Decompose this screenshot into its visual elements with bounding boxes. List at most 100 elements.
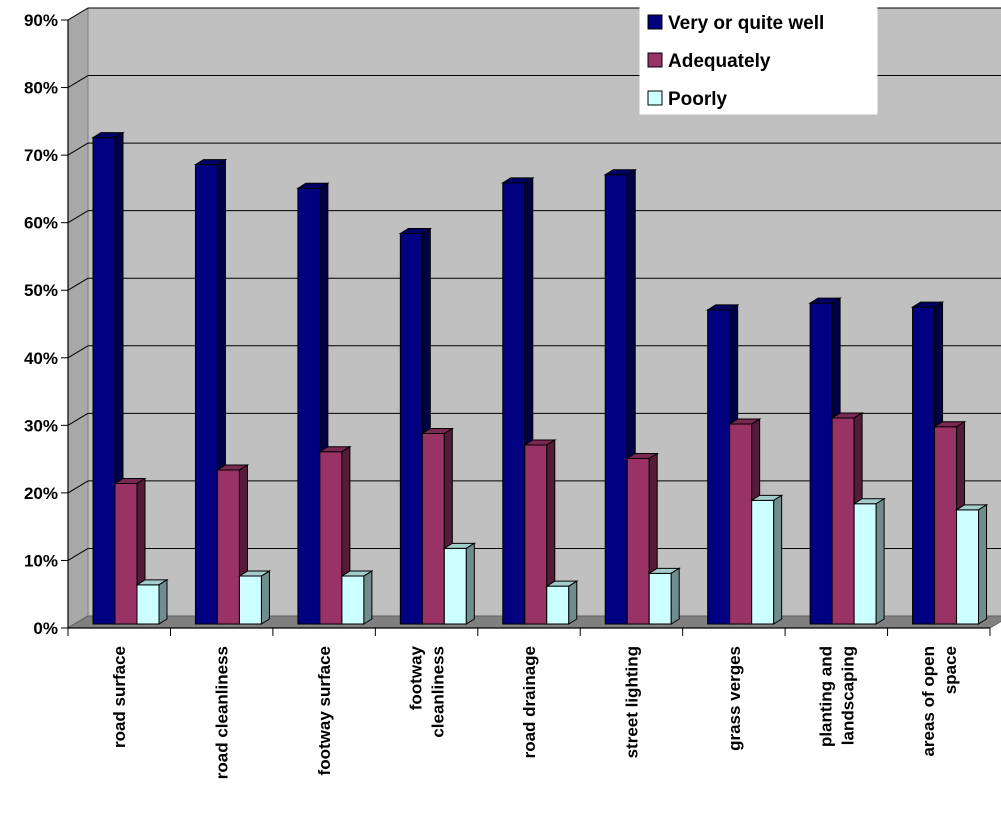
bar-front	[297, 187, 321, 625]
y-axis-tick-labels: 0% 10% 20% 30% 40% 50% 60% 70% 80% 90%	[24, 11, 58, 638]
bar-side	[158, 578, 168, 625]
y-tick-label: 20%	[24, 484, 58, 503]
bar	[954, 503, 989, 625]
x-category-label-line: footway surface	[315, 646, 334, 775]
bar-front	[912, 306, 936, 625]
bar	[237, 570, 272, 625]
bar	[523, 439, 557, 625]
bar	[442, 542, 477, 625]
bar-front	[194, 164, 218, 625]
bar-front	[399, 233, 423, 625]
bar	[852, 497, 886, 625]
x-category-label: road drainage	[520, 646, 539, 758]
legend-item: Poorly	[647, 89, 728, 110]
bar-front	[92, 137, 116, 625]
x-category-label-line: road cleanliness	[213, 646, 232, 779]
gridline-side	[67, 277, 89, 291]
bar	[340, 570, 374, 625]
bar-front	[421, 432, 445, 625]
bar-front	[546, 585, 570, 625]
x-category-label-line: areas of open	[919, 646, 938, 757]
bar-front	[707, 309, 731, 625]
bar	[647, 567, 681, 625]
bar-front	[853, 503, 877, 625]
y-tick-label: 70%	[24, 146, 58, 165]
gridline-side	[67, 345, 89, 359]
bar-side	[773, 494, 783, 625]
x-category-label-line: road surface	[110, 646, 129, 748]
legend-label: Poorly	[668, 89, 728, 110]
y-tick-label: 30%	[24, 416, 58, 435]
bar-side	[670, 567, 680, 625]
y-tick-label: 10%	[24, 551, 58, 570]
legend-item: Very or quite well	[647, 13, 824, 34]
x-axis-category-labels: road surface road cleanliness footway surf…	[110, 645, 960, 779]
bars	[91, 131, 989, 625]
x-category-label-line: footway	[407, 645, 426, 710]
legend-label: Very or quite well	[668, 13, 824, 34]
gridline-side	[67, 142, 89, 156]
x-category-label-line: grass verges	[725, 646, 744, 751]
axes	[61, 19, 991, 636]
x-category-label: road surface	[110, 646, 129, 748]
x-category-label-line: planting and	[816, 646, 835, 747]
x-category-label-line: space	[941, 646, 960, 694]
bar-front	[136, 584, 160, 625]
gridline-side	[67, 7, 89, 21]
side-wall	[67, 7, 89, 629]
gridline-side	[67, 548, 89, 561]
bar-front	[114, 482, 138, 625]
legend-swatch	[647, 52, 663, 68]
x-category-label-line: cleanliness	[429, 646, 448, 738]
legend-item: Adequately	[647, 51, 771, 72]
x-category-label-line: road drainage	[520, 646, 539, 758]
gridline-side	[67, 412, 89, 426]
bar-front	[341, 575, 365, 625]
legend-box	[639, 1, 878, 115]
bar-front	[604, 174, 628, 625]
y-tick-label: 0%	[33, 619, 58, 638]
bar-side	[875, 497, 885, 625]
bar-side	[568, 580, 578, 625]
x-category-label-line: landscaping	[838, 646, 857, 745]
x-category-label: grass verges	[725, 646, 744, 751]
x-category-label: road cleanliness	[213, 646, 232, 779]
bar	[749, 494, 784, 625]
bar-front	[216, 469, 240, 625]
bar-front	[751, 499, 775, 625]
x-category-label: street lighting	[622, 646, 641, 758]
bar-front	[319, 451, 343, 625]
x-category-label: areas of open space	[919, 646, 960, 757]
x-category-label: footway cleanliness	[407, 645, 448, 737]
legend: Very or quite well Adequately Poorly	[639, 1, 878, 115]
gridline-side	[67, 75, 89, 88]
y-tick-label: 80%	[24, 79, 58, 98]
gridline-side	[67, 210, 89, 224]
bar	[215, 464, 250, 625]
bar-side	[465, 542, 475, 625]
legend-label: Adequately	[668, 51, 771, 72]
bar-side	[978, 503, 988, 625]
bar	[135, 578, 169, 625]
y-tick-label: 90%	[24, 11, 58, 30]
y-tick-label: 40%	[24, 349, 58, 368]
bar-front	[729, 423, 753, 625]
bar-side	[260, 570, 270, 625]
x-category-label: planting and landscaping	[816, 646, 857, 747]
bar	[545, 580, 579, 625]
bar-front	[238, 575, 262, 625]
x-category-label-line: street lighting	[622, 646, 641, 758]
bar-front	[809, 302, 833, 625]
bar-front	[956, 509, 980, 625]
gridline-side	[67, 480, 89, 494]
bar-front	[648, 572, 672, 625]
y-tick-label: 60%	[24, 214, 58, 233]
y-tick-label: 50%	[24, 281, 58, 300]
legend-swatch	[647, 14, 663, 30]
bar-front	[524, 444, 548, 625]
bar-front	[934, 426, 958, 625]
bar	[625, 452, 659, 625]
bar-front	[443, 547, 467, 625]
bar-front	[831, 417, 855, 625]
